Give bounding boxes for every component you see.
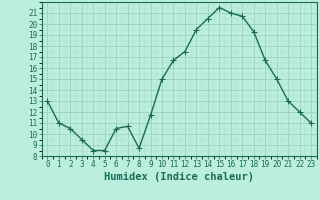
X-axis label: Humidex (Indice chaleur): Humidex (Indice chaleur) xyxy=(104,172,254,182)
